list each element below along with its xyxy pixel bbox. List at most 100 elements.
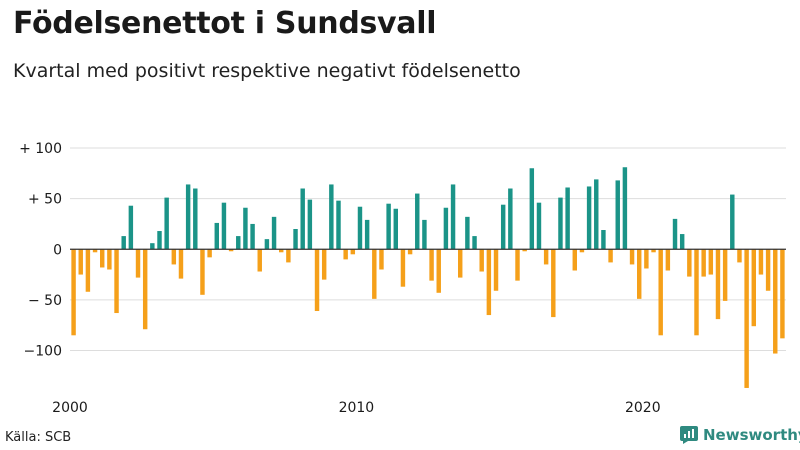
- bar: [271, 216, 277, 250]
- bar: [651, 249, 656, 253]
- bar: [142, 249, 148, 330]
- bar: [85, 249, 91, 292]
- bar: [422, 219, 427, 250]
- bar: [443, 207, 449, 250]
- bar: [558, 197, 563, 250]
- newsworthy-icon: [680, 426, 698, 444]
- source-note: Källa: SCB: [5, 430, 72, 445]
- bar: [744, 249, 749, 388]
- bar: [436, 249, 441, 293]
- bar: [372, 249, 377, 299]
- bar: [694, 249, 699, 336]
- bar: [336, 200, 341, 250]
- bar: [321, 249, 327, 280]
- bar: [565, 187, 570, 250]
- bar: [257, 249, 262, 272]
- y-tick-label: 0: [53, 242, 62, 258]
- bar: [665, 249, 671, 271]
- bar: [78, 249, 83, 275]
- brand-name: Newsworthy: [703, 426, 800, 444]
- bar: [164, 197, 169, 250]
- x-tick-label: 2010: [339, 400, 375, 416]
- bar: [479, 249, 484, 272]
- bar: [357, 206, 363, 250]
- x-tick-label: 2020: [625, 400, 661, 416]
- bar: [622, 167, 628, 250]
- bar: [536, 202, 542, 250]
- bar: [637, 249, 642, 299]
- bar: [644, 249, 649, 269]
- bar: [236, 236, 241, 250]
- y-tick-label: −100: [24, 344, 62, 360]
- bar: [780, 249, 785, 339]
- bar: [429, 249, 434, 281]
- bar: [250, 223, 255, 250]
- bar: [221, 202, 227, 250]
- y-tick-label: − 50: [28, 293, 62, 309]
- bar: [150, 243, 155, 250]
- y-tick-label: + 100: [19, 141, 62, 157]
- bar: [508, 188, 513, 250]
- bar: [687, 249, 692, 277]
- bar: [594, 179, 599, 250]
- bar: [722, 249, 728, 301]
- bar: [608, 249, 613, 263]
- bar: [128, 205, 134, 250]
- bar: [751, 249, 756, 327]
- bar: [472, 236, 477, 250]
- bar: [658, 249, 663, 336]
- bar: [135, 249, 141, 278]
- bar: [515, 249, 520, 281]
- bar: [92, 249, 98, 253]
- bar: [529, 168, 535, 250]
- bar: [415, 193, 420, 250]
- x-tick-label: 2000: [52, 400, 88, 416]
- bar: [200, 249, 205, 295]
- bar: [672, 218, 678, 250]
- bar: [100, 249, 105, 268]
- bar: [701, 249, 706, 277]
- bar: [493, 249, 499, 291]
- bar: [329, 184, 334, 250]
- bar: [400, 249, 406, 287]
- bar: [601, 230, 606, 250]
- bar: [500, 204, 506, 250]
- bar: [543, 249, 549, 265]
- bar: [193, 188, 198, 250]
- bar: [286, 249, 291, 263]
- bar: [458, 249, 463, 278]
- bar: [715, 249, 721, 320]
- bar: [293, 229, 298, 250]
- bar: [679, 234, 685, 250]
- bar: [615, 180, 620, 250]
- bar: [758, 249, 764, 275]
- bar: [379, 249, 384, 270]
- bar: [586, 186, 592, 250]
- bar: [279, 249, 284, 253]
- bar: [572, 249, 577, 271]
- chart-title: Födelsenettot i Sundsvall: [13, 6, 437, 41]
- bar: [178, 249, 184, 279]
- bar: [579, 249, 585, 253]
- bar: [486, 249, 492, 316]
- bar: [350, 249, 356, 255]
- bar: [737, 249, 742, 263]
- bar: [157, 231, 162, 250]
- bar: [121, 236, 126, 250]
- bar: [407, 249, 413, 255]
- bar: [393, 208, 398, 250]
- bar: [114, 249, 119, 314]
- bar: [551, 249, 556, 318]
- bar: [207, 249, 212, 258]
- bar: [264, 239, 270, 250]
- bar: [450, 184, 456, 250]
- bar: [314, 249, 320, 312]
- bar: [343, 249, 348, 260]
- brand-logo: Newsworthy: [680, 426, 800, 444]
- bar: [386, 203, 391, 250]
- bar: [765, 249, 771, 291]
- bar: [228, 249, 234, 252]
- bar: [307, 199, 313, 250]
- bar: [171, 249, 177, 265]
